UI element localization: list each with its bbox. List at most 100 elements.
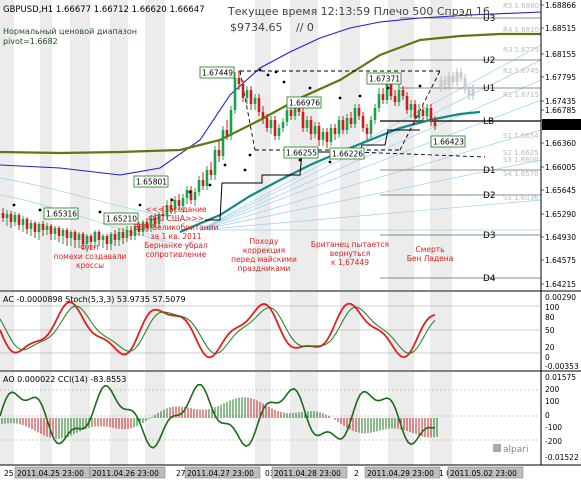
ac-axis-tick: 0 <box>545 353 550 362</box>
candle <box>109 232 113 250</box>
candle <box>105 234 109 250</box>
candle-body <box>241 84 245 98</box>
side-level-label: S1 1.6654 <box>503 132 539 140</box>
candle-body <box>353 108 357 124</box>
ghost-body <box>459 72 463 78</box>
fractal-dot <box>12 203 16 207</box>
candle-body <box>409 104 413 110</box>
price-box: 1.65316 <box>43 207 79 220</box>
candle <box>201 172 205 190</box>
annotation-line: помехи создавали <box>54 252 127 261</box>
candle <box>401 86 405 100</box>
range-label: Нормальный ценовой диапазон <box>3 27 137 36</box>
session-stripe-5 <box>255 292 271 370</box>
candle <box>225 120 229 140</box>
ac-axis-tick: 80 <box>545 313 555 322</box>
fractal-dot <box>358 94 362 98</box>
candle-body <box>145 222 149 228</box>
time-tick: 2011.04.28 23:00 <box>271 466 348 479</box>
session-stripe-9 <box>430 372 452 465</box>
ao-axis-tick: 200 <box>545 385 560 394</box>
candle <box>41 221 45 236</box>
price-box-label: 1.65210 <box>106 215 137 224</box>
price-axis-tick: 1.66360 <box>545 139 576 148</box>
candle-body <box>301 112 305 128</box>
candle <box>93 230 97 248</box>
side-level-label: R2 1.6745 <box>503 67 539 75</box>
candle <box>357 104 361 120</box>
time-axis[interactable]: 25 2011.04.25 23:00 2011.04.26 23:00 27 2011… <box>4 466 524 479</box>
candle-body <box>137 226 141 232</box>
ghost-body <box>443 80 447 86</box>
candle-body <box>289 110 293 116</box>
price-box-frame <box>103 212 139 225</box>
candle-body <box>249 90 253 104</box>
ghost-body <box>467 90 471 96</box>
price-axis-tick: 1.65645 <box>545 186 576 195</box>
annotation-line: перед майскими <box>231 255 297 264</box>
price-box: 1.66976 <box>286 96 322 109</box>
pivot-level-label: U1 <box>483 84 495 94</box>
candle-body <box>357 108 361 116</box>
candle-body <box>305 120 309 128</box>
ao-axis-tick: -200 <box>545 437 562 446</box>
candle <box>29 220 33 236</box>
time-tick: 1 0: <box>439 469 453 478</box>
candle-body <box>205 170 209 186</box>
annotation-line: к 1,67449 <box>331 258 369 267</box>
candle-body <box>169 205 173 210</box>
candle-body <box>345 118 349 130</box>
candle-body <box>401 90 405 96</box>
candle <box>61 228 65 244</box>
candle <box>165 200 169 220</box>
candle-body <box>209 170 213 175</box>
price-axis-tick: 1.67795 <box>545 73 576 82</box>
candle-body <box>173 200 177 210</box>
time-tick-label: 03 <box>265 469 275 478</box>
fractal-dot <box>298 158 302 162</box>
candle-body <box>389 84 393 96</box>
fan-line-0-5 <box>199 159 541 231</box>
candle <box>277 124 281 140</box>
candle-body <box>89 236 93 242</box>
candle-body <box>109 234 113 244</box>
session-stripe-4 <box>145 372 165 465</box>
candle-body <box>125 230 129 238</box>
side-level-label: R1 1.6715 <box>503 91 539 99</box>
ac-stoch-panel[interactable]: AC -0.0000898 Stoch(5,3,3) 53.9735 57.50… <box>0 293 579 371</box>
session-stripe-1 <box>40 292 52 370</box>
time-tick-label: 2011.04.27 23:00 <box>187 469 254 478</box>
fractal-dot <box>328 160 332 164</box>
price-box-label: 1.66226 <box>332 150 363 159</box>
candle <box>397 84 401 106</box>
price-axis[interactable]: 1.688661.685151.681551.677951.674351.670… <box>541 1 576 289</box>
price-box-frame <box>329 147 365 160</box>
candle-body <box>421 110 425 116</box>
candle <box>197 176 201 196</box>
fractal-dot <box>188 190 192 194</box>
candle-body <box>393 96 397 102</box>
session-stripe-7 <box>340 292 360 370</box>
candle <box>45 223 49 235</box>
candle-body <box>177 200 181 206</box>
candle-body <box>385 84 389 100</box>
candle-body <box>29 223 33 229</box>
price-box-frame <box>199 66 235 79</box>
time-tick-frame <box>447 466 524 479</box>
candle <box>333 124 337 140</box>
price-box-label: 1.66423 <box>433 138 464 147</box>
candle-body <box>277 128 281 136</box>
price-axis-tick: 1.66005 <box>545 163 576 172</box>
session-stripes <box>0 0 452 290</box>
candle <box>229 106 233 140</box>
candle <box>381 88 385 104</box>
candle-body <box>229 110 233 136</box>
candle-body <box>9 214 13 222</box>
candle <box>13 212 17 226</box>
candle <box>233 72 237 114</box>
ao-cci-panel[interactable]: AO 0.000022 CCI(14) -83.8553 0.01575 200 1… <box>0 373 579 462</box>
annotation-line: Бен Ладена <box>407 254 454 263</box>
cci-line <box>0 383 436 449</box>
